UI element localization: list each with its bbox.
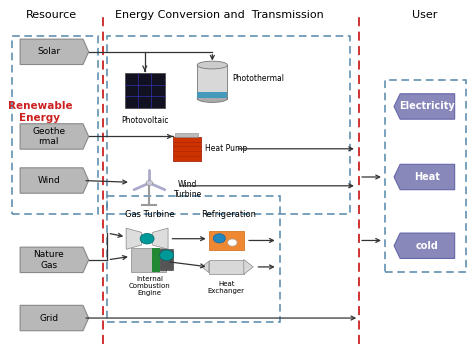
Text: Gas Turbine: Gas Turbine (125, 210, 174, 218)
Polygon shape (20, 306, 89, 331)
Text: Renewable
Energy: Renewable Energy (8, 101, 72, 122)
Bar (173, 137, 201, 161)
Polygon shape (20, 247, 89, 273)
Text: Heat: Heat (414, 172, 440, 182)
Ellipse shape (197, 95, 228, 102)
Text: cold: cold (416, 241, 439, 251)
Polygon shape (394, 164, 455, 190)
Polygon shape (126, 228, 142, 249)
Text: Heat Pump: Heat Pump (205, 144, 247, 153)
Polygon shape (394, 94, 455, 119)
Circle shape (146, 181, 153, 185)
Text: Photovoltaic: Photovoltaic (121, 116, 169, 125)
Text: Heat
Exchanger: Heat Exchanger (208, 281, 245, 295)
Circle shape (140, 233, 154, 244)
Bar (152, 247, 160, 272)
Circle shape (228, 239, 237, 246)
Bar (175, 133, 198, 137)
Bar (12, 36, 98, 214)
Ellipse shape (197, 61, 228, 69)
Text: Nature
Gas: Nature Gas (33, 250, 64, 269)
Bar (209, 259, 244, 274)
Text: Wind
Turbine: Wind Turbine (173, 179, 202, 199)
Text: Geothe
rmal: Geothe rmal (32, 127, 65, 146)
Bar (197, 65, 228, 98)
Bar (209, 231, 244, 250)
Polygon shape (20, 39, 89, 64)
Polygon shape (394, 233, 455, 258)
Polygon shape (20, 124, 89, 149)
Bar (131, 247, 166, 272)
Polygon shape (153, 228, 168, 249)
Bar (125, 73, 164, 108)
Text: Energy Conversion and  Transmission: Energy Conversion and Transmission (115, 10, 324, 19)
Text: Photothermal: Photothermal (232, 74, 284, 83)
Circle shape (213, 234, 225, 243)
Text: Solar: Solar (37, 47, 60, 56)
Text: Resource: Resource (26, 10, 77, 19)
Text: Refrigeration: Refrigeration (201, 210, 256, 218)
Text: Internal
Combustion
Engine: Internal Combustion Engine (128, 276, 170, 296)
Polygon shape (202, 261, 209, 273)
Text: Wind: Wind (37, 176, 60, 185)
Bar (108, 36, 350, 214)
Circle shape (160, 250, 173, 261)
Bar (385, 80, 466, 272)
Bar (108, 196, 280, 321)
Bar (160, 249, 173, 270)
Text: User: User (412, 10, 437, 19)
Text: Electricity: Electricity (400, 102, 456, 112)
Text: Grid: Grid (39, 314, 58, 322)
Polygon shape (20, 168, 89, 193)
Bar (197, 92, 228, 98)
Polygon shape (244, 259, 253, 274)
